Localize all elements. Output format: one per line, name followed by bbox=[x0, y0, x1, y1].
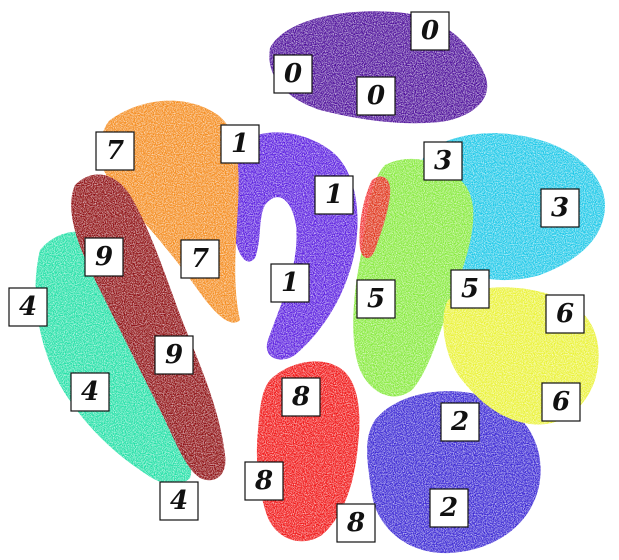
digit-sample-6-a: 6 bbox=[545, 294, 585, 334]
svg-text:8: 8 bbox=[346, 508, 365, 538]
svg-text:8: 8 bbox=[291, 382, 310, 412]
digit-sample-9-b: 9 bbox=[154, 335, 194, 375]
svg-text:1: 1 bbox=[231, 129, 249, 159]
digit-sample-8-c: 8 bbox=[336, 503, 376, 543]
digit-sample-5-b: 5 bbox=[450, 269, 490, 309]
digit-sample-8-a: 8 bbox=[281, 377, 321, 417]
digit-sample-7-a: 7 bbox=[95, 131, 135, 171]
digit-sample-0-b: 0 bbox=[273, 54, 313, 94]
svg-text:5: 5 bbox=[367, 284, 385, 314]
digit-sample-1-b: 1 bbox=[314, 175, 354, 215]
svg-text:7: 7 bbox=[191, 244, 209, 274]
digit-sample-4-a: 4 bbox=[8, 287, 48, 327]
svg-text:1: 1 bbox=[325, 180, 343, 210]
digit-sample-0-c: 0 bbox=[356, 76, 396, 116]
digit-sample-2-b: 2 bbox=[429, 488, 469, 528]
svg-text:8: 8 bbox=[254, 466, 273, 496]
svg-text:0: 0 bbox=[421, 16, 439, 46]
digit-sample-4-c: 4 bbox=[159, 481, 199, 521]
svg-text:2: 2 bbox=[450, 407, 469, 437]
digit-sample-5-a: 5 bbox=[356, 279, 396, 319]
digit-sample-2-a: 2 bbox=[440, 402, 480, 442]
svg-text:4: 4 bbox=[81, 377, 99, 407]
digit-sample-1-a: 1 bbox=[220, 124, 260, 164]
digit-sample-9-a: 9 bbox=[84, 237, 124, 277]
svg-text:0: 0 bbox=[284, 59, 302, 89]
digit-sample-8-b: 8 bbox=[244, 461, 284, 501]
digit-sample-3-b: 3 bbox=[540, 188, 580, 228]
svg-text:2: 2 bbox=[439, 493, 458, 523]
svg-text:6: 6 bbox=[552, 387, 570, 417]
cluster-layer bbox=[35, 11, 605, 554]
svg-text:1: 1 bbox=[281, 268, 299, 298]
svg-text:7: 7 bbox=[106, 136, 124, 166]
digit-sample-layer: 0 0 0 1 1 1 2 2 3 3 4 4 bbox=[8, 11, 585, 543]
svg-text:6: 6 bbox=[556, 299, 574, 329]
digit-sample-6-b: 6 bbox=[541, 382, 581, 422]
svg-text:9: 9 bbox=[95, 242, 113, 272]
cluster-4 bbox=[35, 231, 192, 485]
svg-text:4: 4 bbox=[170, 486, 188, 516]
svg-text:0: 0 bbox=[367, 81, 385, 111]
digit-sample-3-a: 3 bbox=[423, 141, 463, 181]
digit-sample-7-b: 7 bbox=[180, 239, 220, 279]
svg-text:5: 5 bbox=[461, 274, 479, 304]
svg-text:9: 9 bbox=[165, 340, 183, 370]
digit-sample-1-c: 1 bbox=[270, 263, 310, 303]
svg-text:3: 3 bbox=[551, 193, 569, 223]
svg-text:3: 3 bbox=[434, 146, 452, 176]
cluster-8-thin-arm bbox=[359, 176, 391, 259]
cluster-1 bbox=[228, 132, 358, 360]
digit-sample-4-b: 4 bbox=[70, 372, 110, 412]
digit-sample-0-a: 0 bbox=[410, 11, 450, 51]
cluster-2 bbox=[367, 391, 541, 554]
svg-text:4: 4 bbox=[19, 292, 37, 322]
